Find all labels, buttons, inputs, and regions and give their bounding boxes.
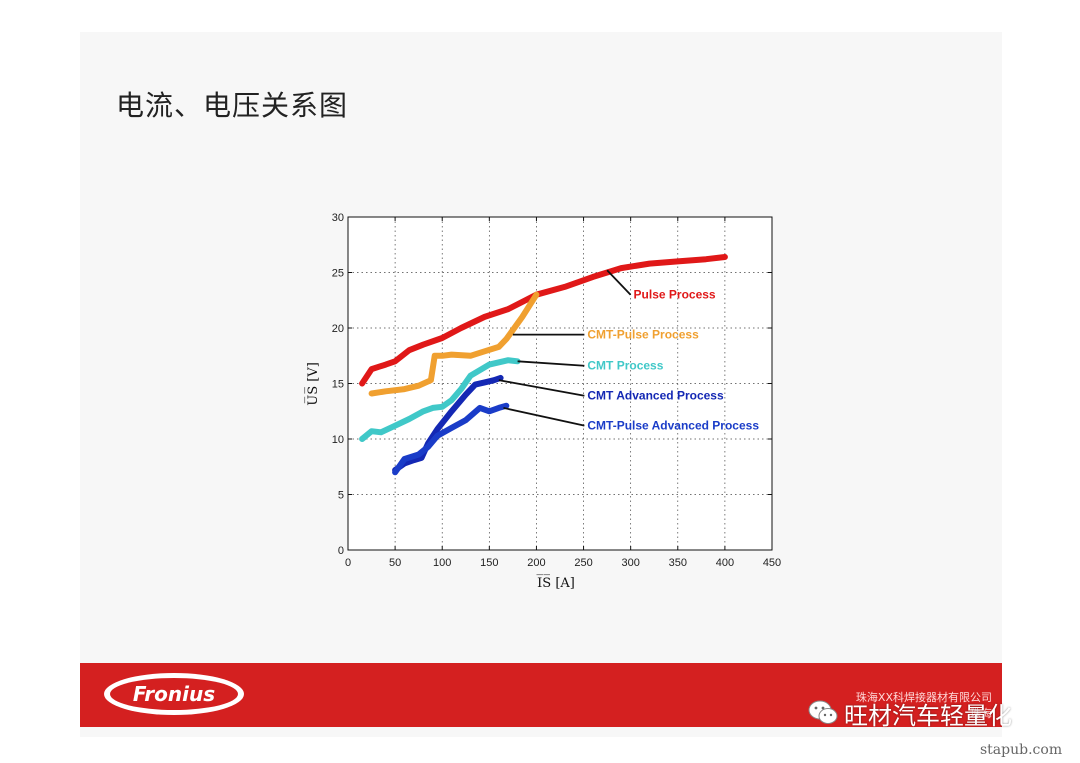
grid	[348, 217, 772, 550]
y-axis-label: U̅S̅ [V]	[305, 362, 321, 406]
annotation-label-2: CMT Process	[587, 359, 663, 373]
company-line-1: 珠海XX科焊接器材有限公司	[855, 691, 992, 704]
voltage-current-chart: 0 50 100 150 200 250 300 350 400 450051015202530 …	[305, 212, 782, 591]
wechat-watermark: 旺材汽车轻量化	[808, 697, 1012, 730]
x-tick-label: 200	[527, 557, 545, 569]
x-tick-label: 400	[716, 557, 734, 569]
y-tick-label: 25	[332, 268, 344, 280]
x-tick-label: 250	[574, 557, 592, 569]
x-axis-label: I̅S̅ [A]	[536, 575, 575, 591]
series-line-1	[368, 291, 540, 397]
series-group	[359, 254, 728, 476]
fronius-logo: Fronius	[104, 673, 244, 715]
annotation-label-3: CMT Advanced Process	[587, 389, 724, 403]
annotation-label-4: CMT-Pulse Advanced Process	[587, 419, 759, 433]
annotation-label-0: Pulse Process	[634, 288, 716, 302]
x-tick-label: 300	[621, 557, 639, 569]
y-tick-label: 10	[332, 434, 344, 446]
company-line-2: 珠海	[970, 707, 992, 720]
annotation-leader-4	[503, 407, 585, 427]
slide-title: 电流、电压关系图	[116, 89, 349, 122]
annotations: Pulse Process CMT-Pulse Process CMT Proces…	[498, 269, 759, 433]
series-line-0	[359, 254, 728, 387]
annotation-leader-2	[517, 360, 585, 367]
series-line-3	[392, 374, 504, 474]
axes: 0 50 100 150 200 250 300 350 400 450 0 5 10 15 20 25 30	[332, 212, 781, 569]
annotation-label-1: CMT-Pulse Process	[587, 328, 699, 342]
annotation-leader-0	[606, 269, 632, 296]
svg-text:Fronius: Fronius	[133, 682, 215, 706]
annotation-leader-3	[498, 379, 585, 397]
wechat-account-name: 旺材汽车轻量化	[844, 701, 1012, 730]
x-tick-label: 0	[345, 557, 351, 569]
series-line-2	[359, 357, 521, 442]
x-tick-label: 50	[389, 557, 401, 569]
x-tick-label: 350	[669, 557, 687, 569]
y-tick-label: 15	[332, 379, 344, 391]
x-tick-label: 100	[433, 557, 451, 569]
y-tick-label: 30	[332, 212, 344, 224]
wechat-icon	[808, 700, 838, 724]
y-tick-label: 20	[332, 323, 344, 335]
series-line-4	[392, 402, 510, 476]
y-tick-label: 5	[338, 490, 344, 502]
x-tick-label: 450	[763, 557, 781, 569]
company-name: 珠海XX科焊接器材有限公司 珠海	[792, 690, 992, 722]
x-tick-label: 150	[480, 557, 498, 569]
y-tick-label: 0	[338, 545, 344, 557]
site-watermark: stapub.com	[980, 742, 1063, 758]
